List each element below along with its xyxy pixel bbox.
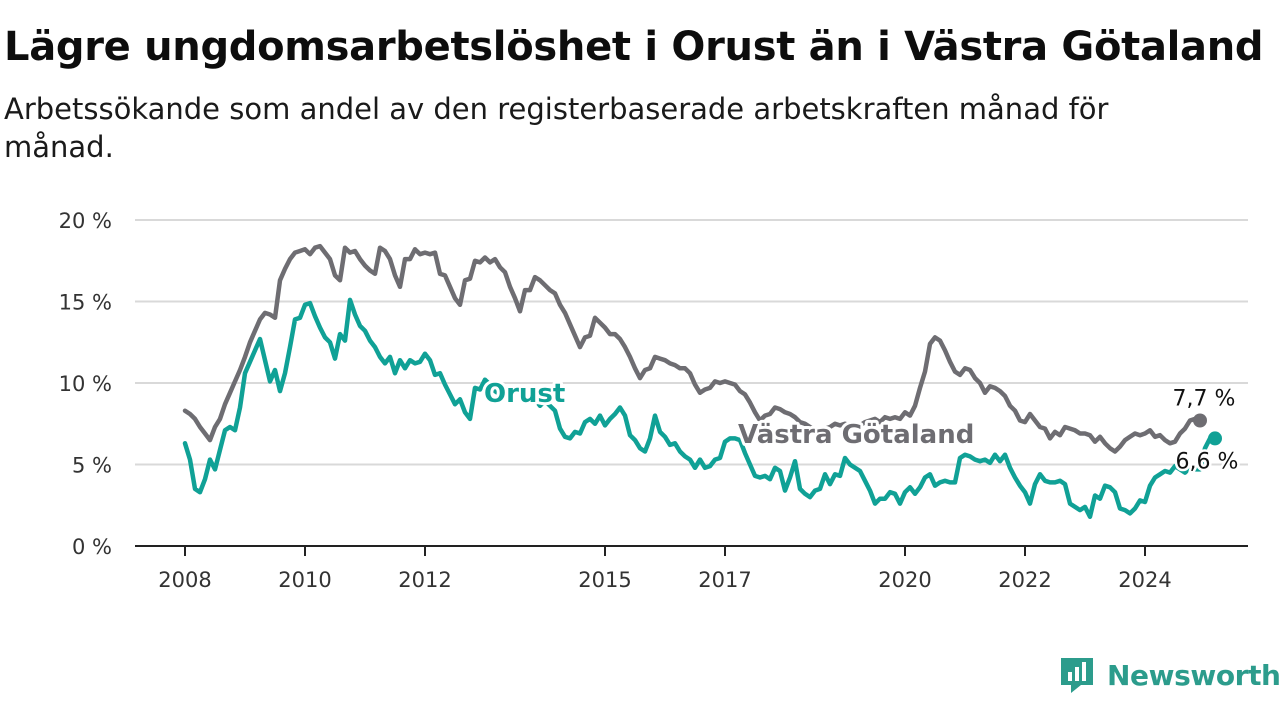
series-end-point-orust: [1208, 431, 1222, 446]
newsworthy-logo-icon: [1061, 658, 1093, 693]
x-tick-label: 2022: [998, 568, 1051, 592]
series-line-v-stra-g-taland: [182, 243, 1203, 454]
series-lines: [182, 243, 1222, 519]
series-end-point-v-stra-g-taland: [1193, 413, 1207, 428]
series-label-orust: Orust: [484, 379, 565, 409]
brand-name: Newsworthy: [1107, 658, 1280, 692]
x-tick-label: 2020: [878, 568, 931, 592]
y-tick-label: 0 %: [72, 535, 112, 559]
x-tick-label: 2008: [158, 568, 211, 592]
chart-title: Lägre ungdomsarbetslöshet i Orust än i V…: [4, 24, 1264, 70]
end-value-label: 7,7 %: [1173, 386, 1236, 411]
x-axis: 2008 2010 2012 2015 2017 2020 2022 2024: [135, 545, 1248, 592]
y-tick-label: 5 %: [72, 454, 112, 478]
newsworthy-brand[interactable]: Newsworthy: [1059, 654, 1280, 696]
x-tick-label: 2024: [1118, 568, 1171, 592]
chart-subtitle: Arbetssökande som andel av den registerb…: [4, 92, 1109, 164]
x-tick-label: 2015: [578, 568, 631, 592]
x-tick-label: 2010: [278, 568, 331, 592]
series-label-vastra-gotaland: Västra Götaland: [738, 420, 974, 450]
y-axis-tick-labels: 0 % 5 % 10 % 15 % 20 %: [59, 209, 112, 559]
gridlines: [135, 219, 1248, 466]
y-tick-label: 20 %: [59, 209, 112, 233]
x-tick-label: 2012: [398, 568, 451, 592]
series-labels: 7,7 % 6,6 % Orust Västra Götaland: [481, 376, 1241, 477]
y-tick-label: 10 %: [59, 372, 112, 396]
y-tick-label: 15 %: [59, 291, 112, 315]
series-line-orust: [182, 297, 1218, 519]
end-value-label: 6,6 %: [1176, 449, 1239, 474]
x-tick-label: 2017: [698, 568, 751, 592]
